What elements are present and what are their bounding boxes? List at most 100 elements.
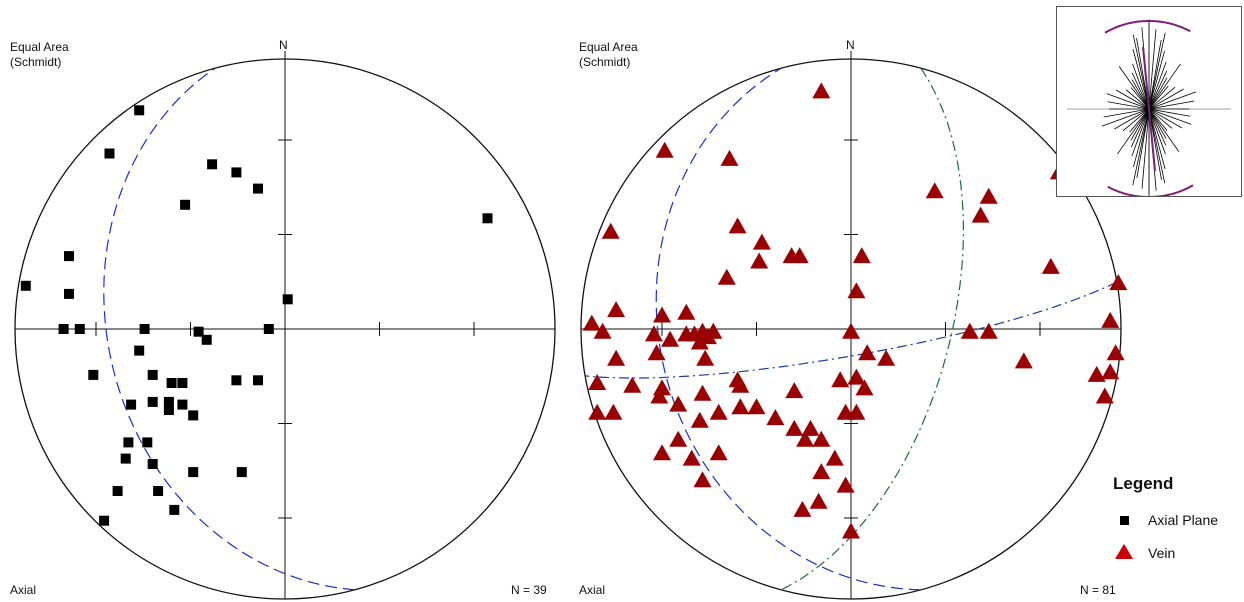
right-data-point bbox=[593, 322, 612, 339]
right-data-point bbox=[831, 371, 850, 388]
right-data-point bbox=[661, 330, 680, 347]
right-data-point bbox=[793, 500, 812, 517]
legend-symbols bbox=[1115, 516, 1133, 559]
left-projection-subtitle: (Schmidt) bbox=[10, 55, 62, 69]
right-data-point bbox=[809, 492, 828, 509]
right-data-point bbox=[1101, 311, 1120, 328]
right-data-point bbox=[971, 206, 990, 223]
rose-diagram-image bbox=[1067, 19, 1231, 198]
left-data-point bbox=[201, 334, 212, 345]
left-data-point bbox=[64, 288, 74, 299]
right-data-point bbox=[960, 322, 979, 339]
left-data-point bbox=[236, 467, 247, 478]
right-data-point bbox=[601, 222, 620, 239]
right-great-circle-3 bbox=[585, 281, 1118, 379]
right-data-point bbox=[1106, 344, 1125, 361]
left-great-circle-1 bbox=[103, 67, 355, 591]
left-data-point bbox=[104, 148, 115, 159]
left-data-point bbox=[20, 280, 31, 291]
right-data-point bbox=[847, 368, 866, 385]
right-data-point bbox=[847, 282, 866, 299]
left-data-point bbox=[177, 378, 188, 388]
rose-confidence-arc-top bbox=[1104, 20, 1191, 34]
right-data-point bbox=[623, 376, 642, 393]
left-data-point bbox=[153, 486, 164, 496]
right-data-point bbox=[842, 522, 860, 539]
left-data-point bbox=[177, 399, 188, 410]
left-data-point bbox=[188, 410, 199, 421]
left-data-point bbox=[123, 437, 134, 448]
left-data-point bbox=[74, 324, 85, 334]
left-data-point bbox=[253, 375, 263, 386]
left-data-point bbox=[58, 324, 69, 334]
right-projection-label: Equal Area (Schmidt) bbox=[579, 40, 638, 70]
left-data-point bbox=[282, 294, 293, 305]
right-data-point bbox=[690, 333, 709, 350]
rose-diagram-inset bbox=[1056, 6, 1242, 198]
left-data-point bbox=[207, 159, 218, 170]
stereonet-right bbox=[580, 51, 1128, 600]
left-projection-label: Equal Area (Schmidt) bbox=[10, 40, 69, 70]
rose-mean-direction bbox=[1142, 46, 1156, 172]
left-data-point bbox=[147, 396, 158, 407]
left-data-point bbox=[134, 105, 145, 116]
right-data-point bbox=[677, 303, 696, 320]
right-data-point bbox=[728, 217, 747, 234]
right-data-point bbox=[682, 449, 701, 466]
right-data-point bbox=[747, 398, 766, 415]
right-data-point bbox=[588, 374, 607, 390]
right-data-point bbox=[693, 471, 712, 488]
right-data-point bbox=[644, 325, 663, 342]
right-data-point bbox=[690, 411, 709, 428]
left-data-point bbox=[139, 324, 150, 334]
left-north-label: N bbox=[279, 38, 288, 52]
right-data-point bbox=[720, 149, 739, 166]
left-data-point bbox=[169, 504, 180, 515]
left-data-point bbox=[166, 378, 177, 388]
right-data-point bbox=[709, 403, 728, 420]
right-data-point bbox=[647, 344, 666, 361]
right-data-point bbox=[1101, 363, 1120, 380]
right-data-point bbox=[812, 82, 831, 99]
left-count-label: N = 39 bbox=[511, 583, 547, 597]
right-data-point bbox=[979, 187, 998, 204]
right-data-point bbox=[582, 314, 601, 331]
left-data-point bbox=[88, 369, 99, 380]
left-data-point bbox=[193, 326, 204, 337]
left-data-point bbox=[120, 453, 131, 464]
left-data-point bbox=[142, 437, 153, 448]
right-data-point bbox=[1041, 257, 1060, 274]
right-data-point bbox=[750, 252, 769, 269]
legend-triangle-icon bbox=[1115, 544, 1133, 559]
right-data-point bbox=[812, 463, 831, 480]
right-data-point bbox=[731, 376, 750, 393]
left-data-point bbox=[134, 345, 145, 356]
left-data-point bbox=[163, 405, 174, 415]
left-data-point bbox=[64, 251, 74, 262]
left-data-point bbox=[231, 375, 242, 386]
left-data-point bbox=[163, 396, 174, 407]
legend-square-icon bbox=[1120, 516, 1129, 525]
right-data-point bbox=[696, 349, 715, 366]
right-data-point bbox=[669, 430, 688, 447]
left-data-point bbox=[231, 167, 242, 178]
right-data-point bbox=[785, 419, 804, 436]
right-north-label: N bbox=[846, 38, 855, 52]
right-data-point bbox=[785, 382, 804, 399]
left-data-point bbox=[147, 369, 158, 380]
right-data-point bbox=[925, 182, 944, 199]
left-data-point bbox=[99, 515, 110, 526]
stereonet-left bbox=[14, 51, 556, 600]
left-data-point bbox=[253, 183, 263, 194]
left-mode-label: Axial bbox=[10, 583, 37, 597]
right-mode-label: Axial bbox=[579, 583, 606, 597]
right-data-point bbox=[1109, 274, 1128, 291]
right-data-point bbox=[752, 233, 771, 250]
right-data-point bbox=[855, 379, 874, 396]
right-data-point bbox=[852, 247, 871, 264]
right-data-point bbox=[607, 349, 626, 366]
right-data-point bbox=[801, 419, 820, 436]
right-projection-subtitle: (Schmidt) bbox=[579, 55, 631, 69]
right-data-point bbox=[790, 247, 809, 264]
